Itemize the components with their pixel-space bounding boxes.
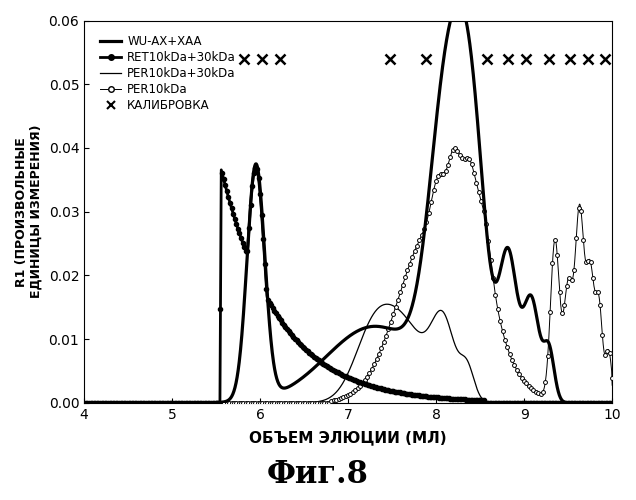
RET10kDa+30kDa [337,371,345,377]
RET10kDa+30kDa [593,400,601,406]
PER10kDa [80,400,88,406]
WU-AX+XAA [455,0,462,6]
PER10kDa+30kDa [593,400,601,406]
WU-AX+XAA [593,400,601,406]
PER10kDa+30kDa [107,400,115,406]
PER10kDa+30kDa [609,400,616,406]
PER10kDa [593,289,601,295]
Line: PER10kDa+30kDa: PER10kDa+30kDa [84,304,612,403]
WU-AX+XAA [323,353,331,359]
WU-AX+XAA [107,400,115,406]
WU-AX+XAA [593,400,600,406]
PER10kDa+30kDa [496,400,504,406]
КАЛИБРОВКА [601,56,609,62]
RET10kDa+30kDa [80,400,88,406]
КАЛИБРОВКА [483,56,491,62]
WU-AX+XAA [80,400,88,406]
RET10kDa+30kDa [107,400,115,406]
PER10kDa+30kDa [593,400,600,406]
PER10kDa+30kDa [323,396,331,402]
PER10kDa [337,395,345,401]
WU-AX+XAA [337,340,345,346]
КАЛИБРОВКА [584,56,591,62]
Legend: WU-AX+XAA, RET10kDa+30kDa, PER10kDa+30kDa, PER10kDa, КАЛИБРОВКА: WU-AX+XAA, RET10kDa+30kDa, PER10kDa+30kD… [95,30,240,117]
PER10kDa [323,400,331,406]
PER10kDa [451,145,459,151]
КАЛИБРОВКА [545,56,553,62]
X-axis label: ОБЪЕМ ЭЛЮЦИИ (МЛ): ОБЪЕМ ЭЛЮЦИИ (МЛ) [249,430,447,445]
PER10kDa+30kDa [384,301,391,307]
PER10kDa+30kDa [80,400,88,406]
PER10kDa [496,318,504,324]
PER10kDa [609,382,616,388]
КАЛИБРОВКА [258,56,266,62]
Line: PER10kDa: PER10kDa [82,146,614,405]
PER10kDa [107,400,115,406]
КАЛИБРОВКА [522,56,530,62]
Line: WU-AX+XAA: WU-AX+XAA [84,4,612,403]
КАЛИБРОВКА [387,56,394,62]
PER10kDa+30kDa [337,383,345,389]
КАЛИБРОВКА [566,56,574,62]
КАЛИБРОВКА [504,56,512,62]
Text: Фиг.8: Фиг.8 [267,459,369,490]
КАЛИБРОВКА [240,56,248,62]
RET10kDa+30kDa [609,400,616,406]
Line: КАЛИБРОВКА: КАЛИБРОВКА [240,54,610,64]
WU-AX+XAA [609,400,616,406]
Line: RET10kDa+30kDa: RET10kDa+30kDa [82,165,614,405]
КАЛИБРОВКА [276,56,284,62]
RET10kDa+30kDa [593,400,600,406]
КАЛИБРОВКА [422,56,429,62]
RET10kDa+30kDa [323,363,331,369]
WU-AX+XAA [496,268,504,274]
RET10kDa+30kDa [252,164,259,170]
PER10kDa [593,289,600,295]
RET10kDa+30kDa [496,400,504,406]
Y-axis label: R1 (ПРОИЗВОЛЬНЫЕ
ЕДИНИЦЫ ИЗМЕРЕНИЯ): R1 (ПРОИЗВОЛЬНЫЕ ЕДИНИЦЫ ИЗМЕРЕНИЯ) [15,125,43,298]
